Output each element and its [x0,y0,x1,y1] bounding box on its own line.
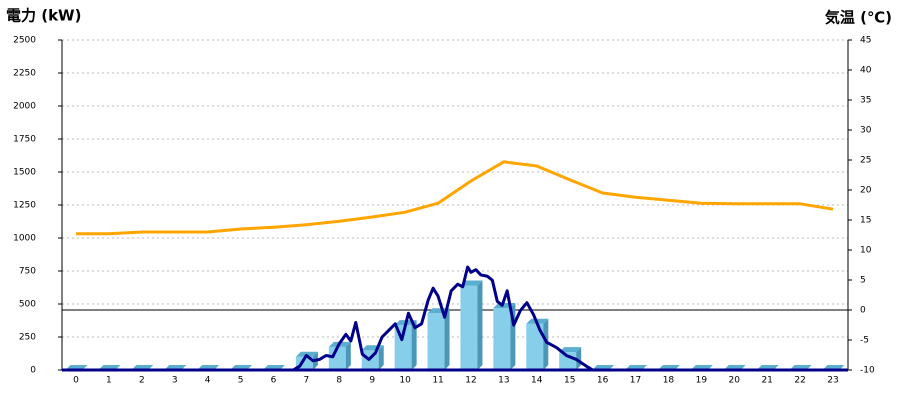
y2-tick-label: 35 [860,96,871,106]
y2-tick-label: 10 [860,246,872,256]
y-tick-label: 250 [19,333,36,343]
y-tick-label: 1000 [13,234,36,244]
x-tick-label: 19 [696,376,708,386]
x-tick-label: 13 [498,376,509,386]
x-tick-label: 23 [827,376,838,386]
bar [460,285,478,370]
x-tick-label: 17 [630,376,641,386]
x-tick-label: 6 [271,376,277,386]
bar [328,346,346,370]
x-tick-label: 10 [399,376,411,386]
y-axis-title: 電力 (kW) [6,7,81,25]
y-tick-label: 1250 [13,201,36,211]
x-tick-label: 11 [432,376,443,386]
x-tick-label: 20 [729,376,741,386]
y2-tick-label: 25 [860,156,871,166]
y2-tick-label: 20 [860,186,872,196]
x-tick-label: 21 [761,376,772,386]
y-tick-label: 1500 [13,168,36,178]
bar-side [378,345,384,370]
y2-tick-label: 5 [860,276,866,286]
x-tick-label: 15 [564,376,575,386]
y-tick-label: 750 [19,267,36,277]
x-tick-label: 14 [531,376,543,386]
y2-tick-label: 0 [860,306,866,316]
y-tick-label: 0 [30,366,36,376]
y2-tick-label: 15 [860,216,871,226]
y2-tick-label: 30 [860,126,872,136]
x-tick-label: 12 [465,376,476,386]
x-tick-label: 16 [597,376,609,386]
y2-tick-label: 45 [860,36,871,46]
x-tick-label: 7 [304,376,310,386]
x-tick-label: 1 [106,376,112,386]
y-tick-label: 1750 [13,135,36,145]
bar-top [460,280,483,286]
y-tick-label: 2500 [13,36,36,46]
x-tick-label: 9 [369,376,375,386]
bar [493,307,511,370]
x-tick-label: 18 [663,376,675,386]
y-tick-label: 2250 [13,69,36,79]
temperature-line [76,160,834,236]
bar [427,313,445,370]
y2-axis-title: 気温 (℃) [825,9,892,27]
x-tick-label: 4 [205,376,211,386]
bar-top [559,347,582,353]
y2-tick-label: 40 [860,66,872,76]
x-tick-label: 0 [73,376,79,386]
bar-side [411,320,417,370]
y2-tick-label: -5 [860,336,869,346]
x-tick-label: 5 [238,376,244,386]
x-tick-label: 22 [794,376,805,386]
x-tick-label: 3 [172,376,178,386]
bar-side [543,318,549,370]
y-tick-label: 500 [19,300,36,310]
bar-side [444,308,450,370]
bar [526,323,544,370]
power-line [76,265,843,372]
bar-side [576,347,582,370]
y2-tick-label: -10 [860,366,875,376]
y-tick-label: 2000 [13,102,36,112]
x-tick-label: 8 [336,376,342,386]
bar-side [477,280,483,370]
x-tick-label: 2 [139,376,145,386]
bar-side [345,341,351,370]
